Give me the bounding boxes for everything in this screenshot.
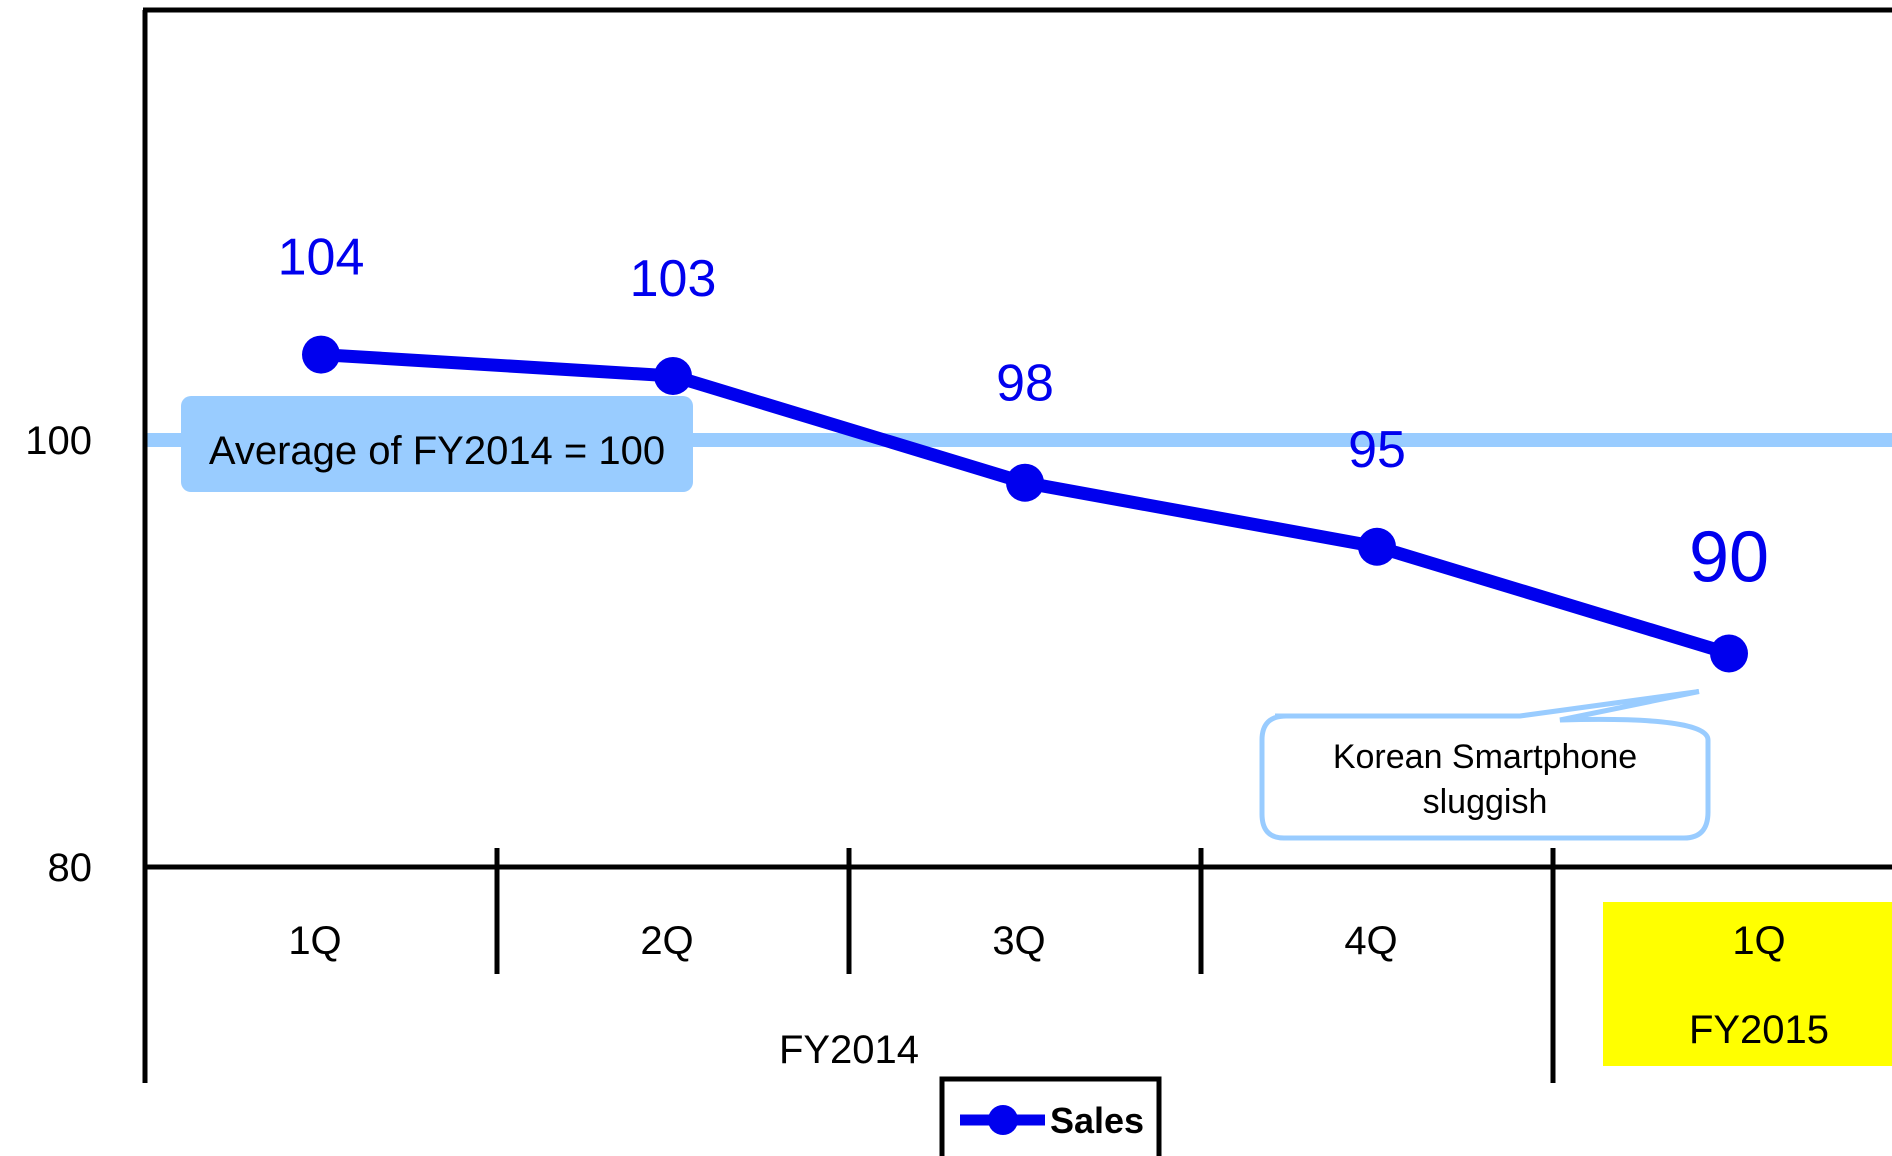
data-label-3: 95 [1348, 421, 1406, 479]
category-label-1: 2Q [640, 919, 693, 963]
reference-label-box [181, 396, 693, 492]
group-label-0: FY2014 [779, 1028, 919, 1072]
data-point-0 [302, 335, 340, 374]
reference-label: Average of FY2014 = 100 [209, 429, 665, 473]
data-point-3 [1358, 527, 1396, 566]
legend-label-sales: Sales [1050, 1100, 1144, 1141]
callout-text-0: Korean Smartphone [1333, 738, 1637, 776]
callout-bubble [1259, 689, 1711, 841]
x-axis-categories: 1Q 2Q 3Q 4Q 1Q FY2014 FY2015 [288, 902, 1892, 1072]
group-label-1: FY2015 [1689, 1008, 1829, 1052]
data-point-1 [654, 356, 692, 395]
data-point-2 [1006, 463, 1044, 502]
highlight-box-1 [1603, 902, 1892, 1066]
series-sales: 104 103 98 95 90 [278, 229, 1769, 673]
category-label-0: 1Q [288, 919, 341, 963]
legend-marker-sales [988, 1105, 1018, 1135]
category-label-4: 1Q [1732, 919, 1785, 963]
annotation-callout: Korean Smartphone sluggish [1259, 689, 1711, 841]
data-label-0: 104 [278, 229, 365, 287]
data-label-2: 98 [996, 355, 1054, 413]
legend: Sales [939, 1076, 1162, 1156]
callout-text-1: sluggish [1423, 783, 1548, 821]
y-tick-label-0: 80 [48, 846, 93, 890]
data-label-1: 103 [630, 250, 717, 308]
y-axis-ticks: 80 100 [25, 419, 92, 890]
category-label-2: 3Q [992, 919, 1045, 963]
chart-axes [142, 7, 1892, 1083]
category-label-3: 4Q [1344, 919, 1397, 963]
data-label-4: 90 [1689, 518, 1769, 598]
reference-line-group: Average of FY2014 = 100 [145, 396, 1892, 492]
y-tick-label-1: 100 [25, 419, 92, 463]
data-point-4 [1710, 634, 1748, 673]
